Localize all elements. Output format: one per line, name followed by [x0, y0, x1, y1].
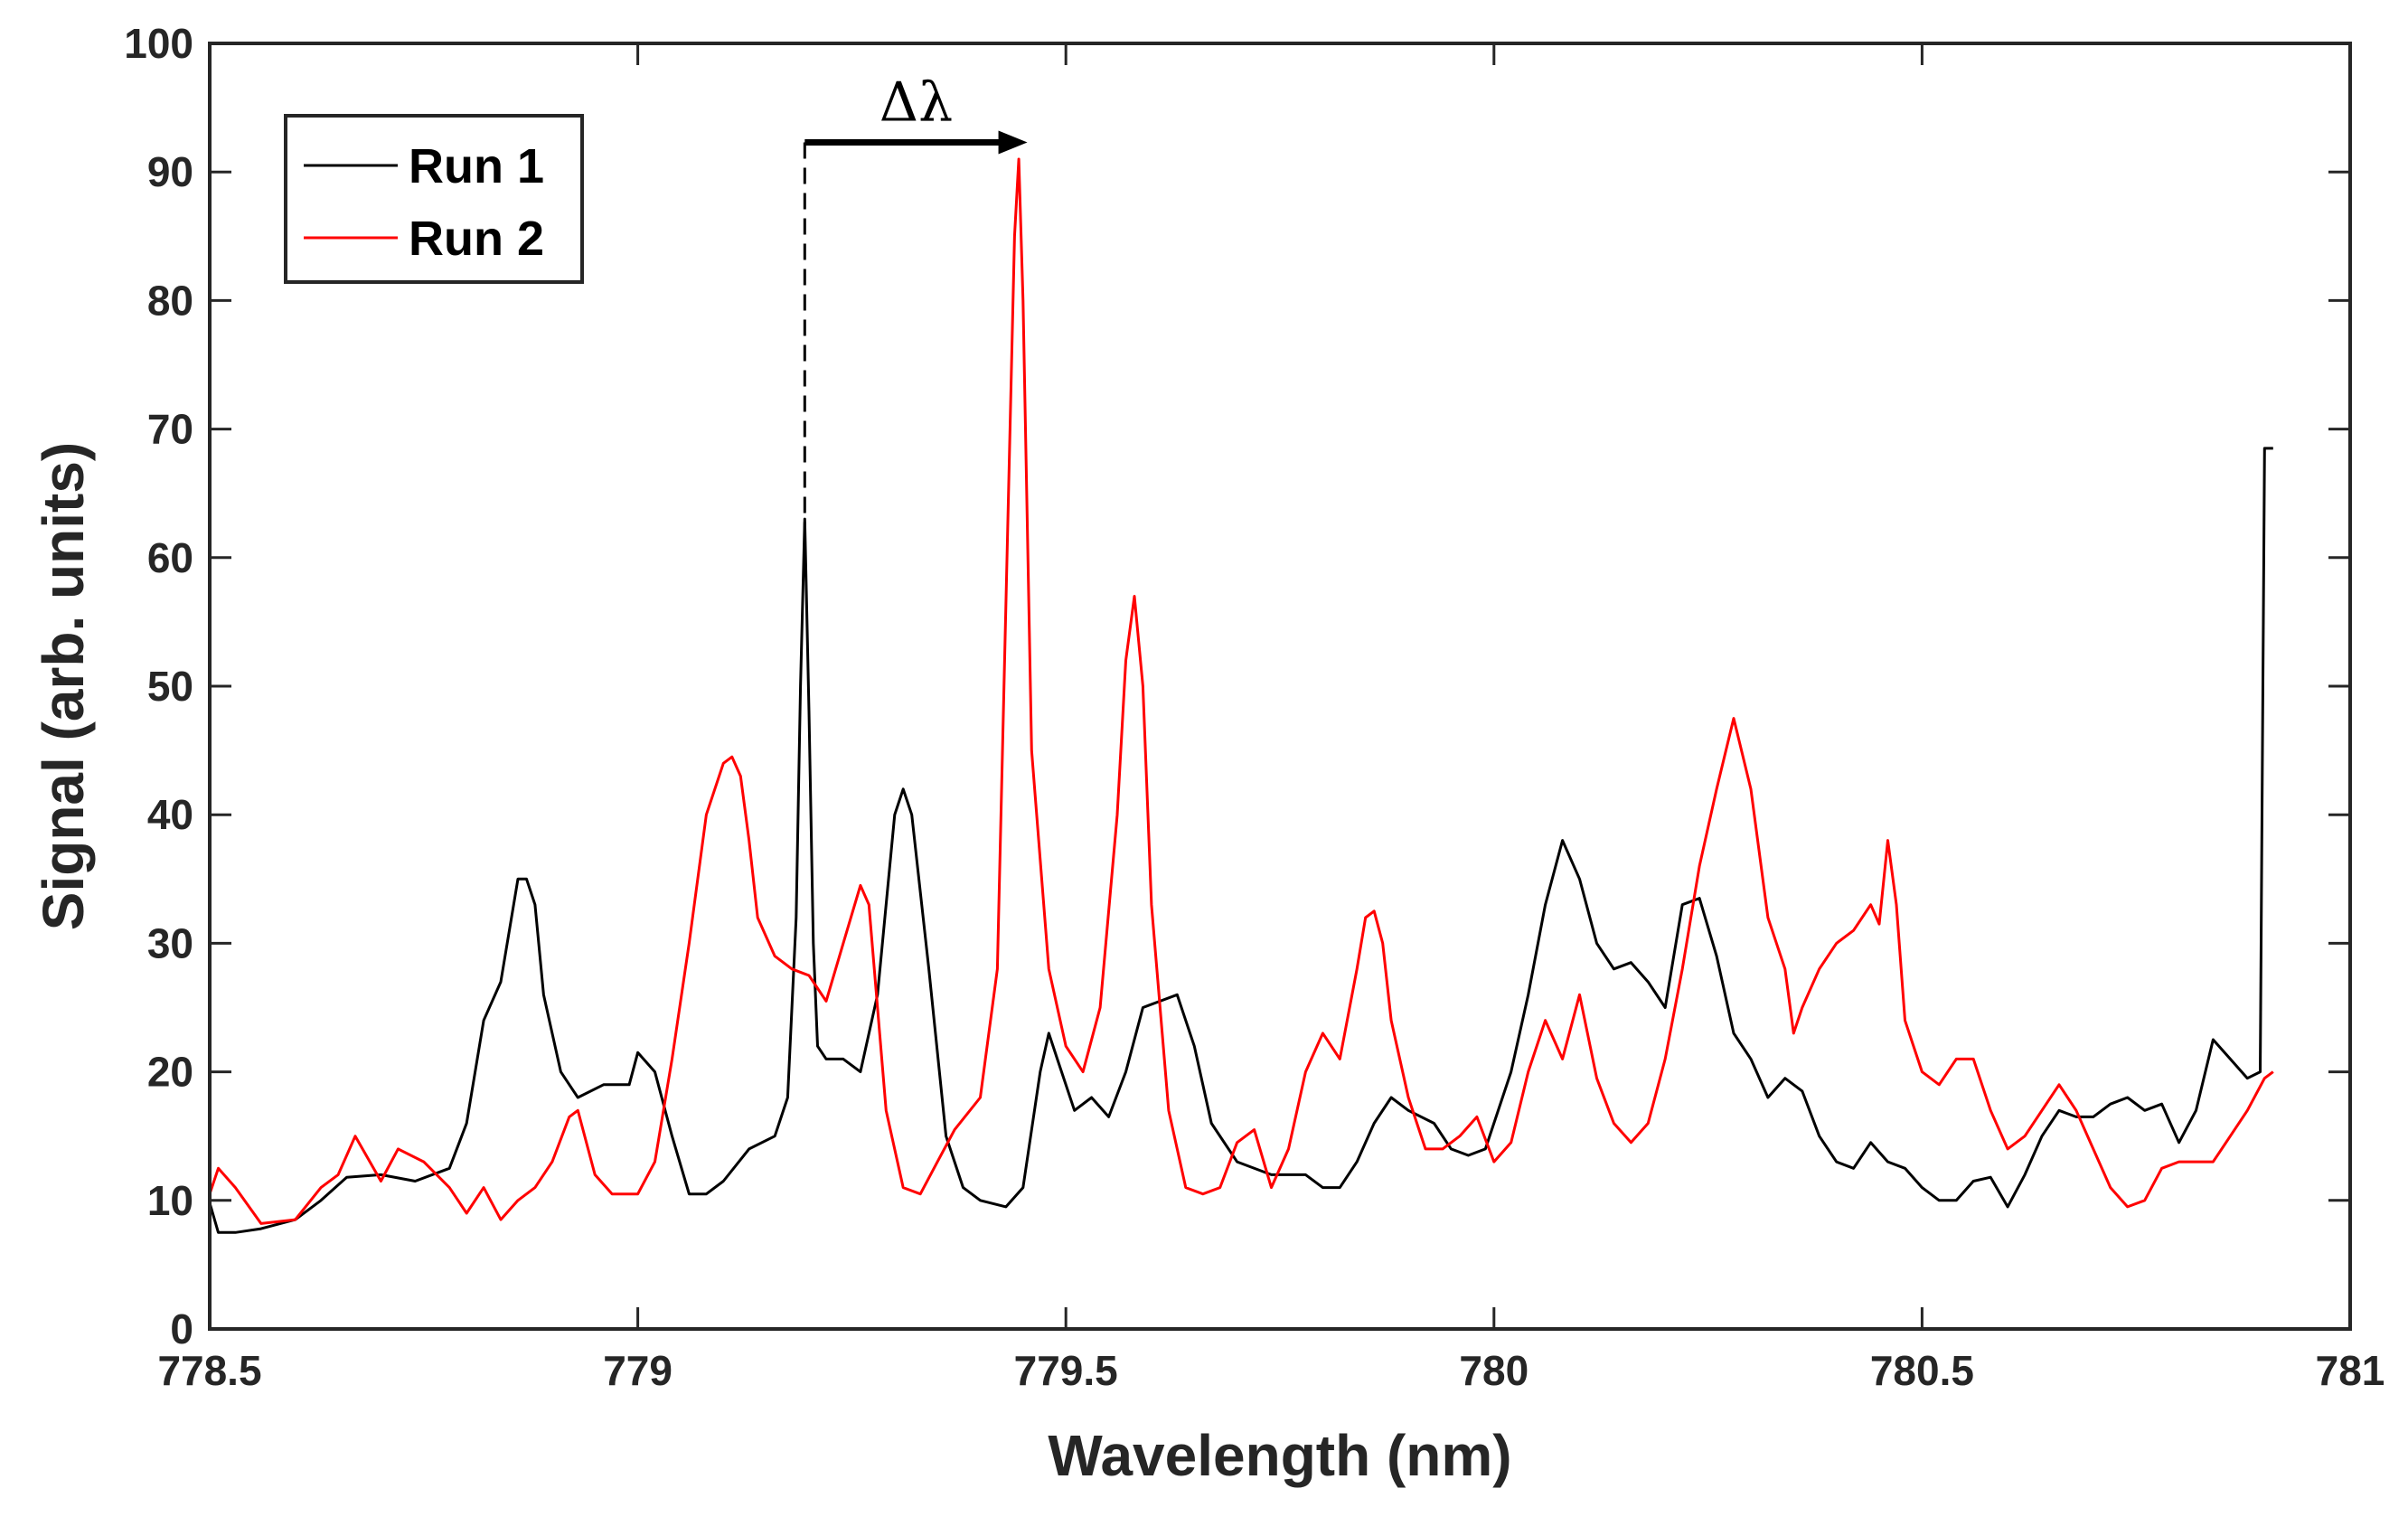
y-tick-label: 90 — [147, 148, 193, 195]
delta-lambda-annotation: Δλ — [803, 71, 1028, 532]
y-tick-label: 60 — [147, 534, 193, 581]
x-tick-label: 780 — [1459, 1347, 1529, 1394]
y-axis-label: Signal (arb. units) — [31, 442, 96, 930]
x-tick-label: 781 — [2316, 1347, 2385, 1394]
y-tick-label: 10 — [147, 1177, 193, 1224]
series-line-run-1 — [208, 447, 2273, 1234]
legend-label-run-1: Run 1 — [409, 139, 544, 193]
legend-label-run-2: Run 2 — [409, 212, 544, 266]
x-tick-label: 779 — [603, 1347, 673, 1394]
y-tick-label: 40 — [147, 791, 193, 838]
x-tick-label: 780.5 — [1870, 1347, 1974, 1394]
y-tick-label: 50 — [147, 663, 193, 710]
y-tick-label: 30 — [147, 919, 193, 966]
annotation-arrowhead — [998, 130, 1028, 155]
x-tick-label: 778.5 — [157, 1347, 261, 1394]
y-tick-label: 0 — [170, 1305, 193, 1352]
y-tick-label: 20 — [147, 1049, 193, 1096]
annotation-label: Δλ — [879, 71, 953, 134]
series-line-run-2 — [208, 157, 2274, 1225]
y-tick-label: 100 — [124, 20, 193, 67]
legend-box — [284, 114, 584, 284]
x-axis-label: Wavelength (nm) — [1048, 1423, 1511, 1488]
y-tick-label: 80 — [147, 277, 193, 324]
legend: Run 1 Run 2 — [284, 114, 584, 284]
y-tick-label: 70 — [147, 406, 193, 453]
x-tick-label: 779.5 — [1014, 1347, 1118, 1394]
